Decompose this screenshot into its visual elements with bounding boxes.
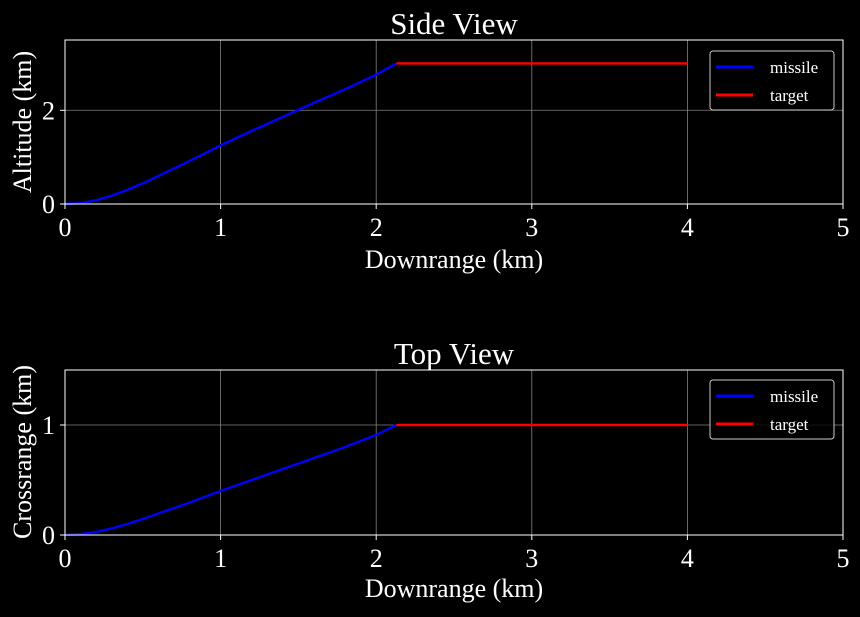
top-view-xtick-label-5: 5 bbox=[837, 544, 850, 573]
top-view-axes-frame bbox=[64, 369, 844, 536]
top-view-panel: Top View Downrange (km) Crossrange (km) … bbox=[8, 336, 850, 603]
top-view-series-missile bbox=[64, 423, 397, 537]
side-view-title: Side View bbox=[390, 6, 518, 41]
side-view-ylabel: Altitude (km) bbox=[8, 51, 37, 193]
top-view-xtick-label-4: 4 bbox=[681, 544, 694, 573]
top-view-xtick-label-2: 2 bbox=[370, 544, 383, 573]
top-view-ytick-label-1: 1 bbox=[42, 411, 55, 440]
side-view-legend-missile-label: missile bbox=[770, 58, 818, 77]
top-view-xtick-label-3: 3 bbox=[525, 544, 538, 573]
side-view-legend-target-label: target bbox=[770, 86, 809, 105]
top-view-ytick-label-0: 0 bbox=[42, 521, 55, 550]
top-view-ylabel: Crossrange (km) bbox=[8, 365, 37, 539]
top-view-legend-target-label: target bbox=[770, 415, 809, 434]
side-view-plot-area: 0 1 2 3 4 5 0 2 bbox=[42, 39, 850, 242]
side-view-xtick-label-5: 5 bbox=[837, 213, 850, 242]
side-view-ytick-label-2: 2 bbox=[42, 96, 55, 125]
top-view-xlabel: Downrange (km) bbox=[365, 574, 543, 603]
side-view-xtick-label-1: 1 bbox=[214, 213, 227, 242]
top-view-xtick-label-1: 1 bbox=[214, 544, 227, 573]
top-view-title: Top View bbox=[394, 336, 515, 371]
top-view-legend: missile target bbox=[709, 379, 835, 440]
side-view-xtick-label-2: 2 bbox=[370, 213, 383, 242]
top-view-legend-missile-label: missile bbox=[770, 387, 818, 406]
side-view-xlabel: Downrange (km) bbox=[365, 245, 543, 274]
top-view-xtick-label-0: 0 bbox=[59, 544, 72, 573]
side-view-xtick-label-4: 4 bbox=[681, 213, 694, 242]
side-view-legend: missile target bbox=[709, 50, 835, 111]
side-view-series-missile bbox=[64, 62, 397, 206]
side-view-panel: Side View Downrange (km) Altitude (km) 0… bbox=[8, 6, 850, 274]
side-view-xtick-label-0: 0 bbox=[59, 213, 72, 242]
side-view-xtick-label-3: 3 bbox=[525, 213, 538, 242]
side-view-ytick-label-0: 0 bbox=[42, 190, 55, 219]
side-view-axes-frame bbox=[64, 39, 844, 205]
top-view-plot-area: 0 1 2 3 4 5 0 1 bbox=[42, 369, 850, 573]
